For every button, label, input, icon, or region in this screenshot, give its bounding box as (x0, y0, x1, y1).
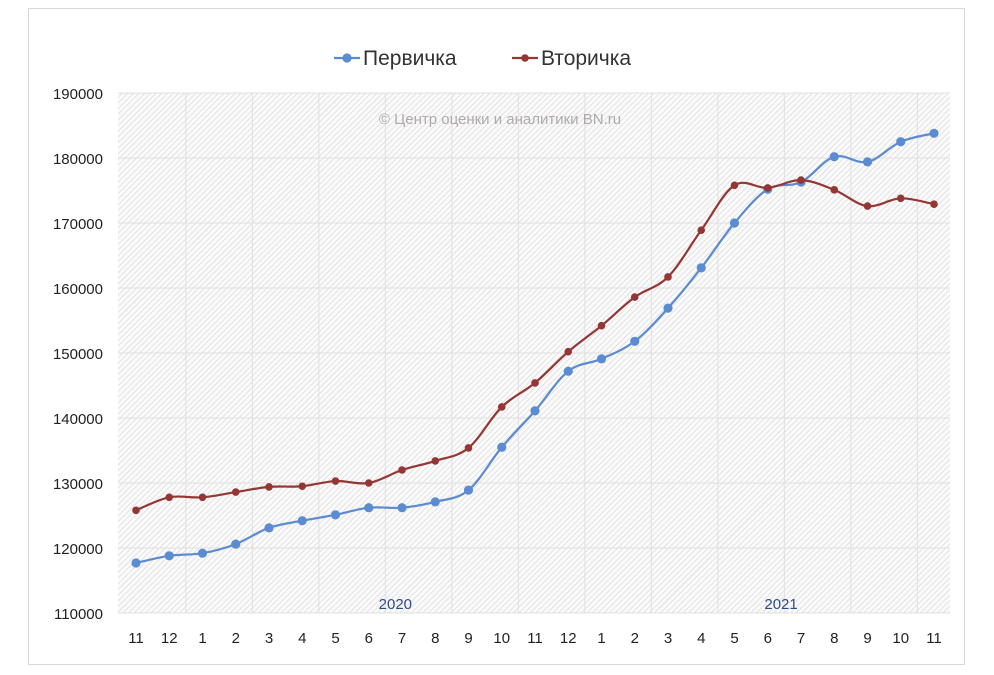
y-tick-label: 110000 (54, 606, 103, 623)
y-tick-label: 190000 (53, 86, 103, 103)
data-point (564, 347, 573, 356)
x-tick-label: 11 (926, 630, 942, 647)
x-tick-label: 12 (161, 630, 178, 647)
x-tick-label: 11 (527, 630, 543, 647)
x-tick-label: 2 (232, 630, 240, 647)
x-tick-label: 10 (493, 630, 510, 647)
legend-marker (342, 53, 352, 63)
data-point (164, 551, 174, 561)
data-point (231, 539, 241, 549)
data-point (829, 152, 839, 162)
data-point (131, 558, 141, 568)
x-tick-label: 4 (697, 630, 705, 647)
data-point (930, 200, 938, 208)
x-tick-label: 7 (797, 630, 805, 647)
year-label: 2020 (379, 596, 412, 613)
x-tick-label: 1 (198, 630, 206, 647)
data-point (530, 406, 540, 416)
y-tick-label: 180000 (53, 151, 103, 168)
data-point (398, 466, 406, 474)
watermark: © Центр оценки и аналитики BN.ru (379, 111, 621, 128)
year-label: 2021 (764, 596, 797, 613)
data-point (664, 273, 672, 281)
x-tick-label: 2 (631, 630, 639, 647)
data-point (763, 184, 772, 192)
data-point (730, 181, 739, 190)
data-point (697, 226, 706, 234)
data-point (696, 263, 706, 273)
x-tick-label: 10 (892, 630, 909, 647)
data-point (364, 479, 373, 487)
x-tick-label: 6 (764, 630, 772, 647)
data-point (330, 510, 341, 520)
chart-frame (28, 8, 965, 665)
x-tick-label: 12 (560, 630, 577, 647)
x-tick-label: 6 (365, 630, 373, 647)
data-point (198, 493, 207, 502)
data-point (231, 488, 240, 496)
x-tick-label: 8 (431, 630, 439, 647)
data-point (862, 157, 873, 167)
data-point (197, 548, 208, 558)
x-tick-label: 5 (730, 630, 738, 647)
data-point (497, 403, 506, 411)
y-tick-label: 150000 (53, 346, 103, 363)
data-point (797, 176, 805, 184)
x-tick-label: 3 (265, 630, 273, 647)
data-point (264, 523, 274, 533)
y-tick-label: 130000 (53, 476, 103, 493)
data-point (630, 336, 640, 346)
x-tick-label: 1 (597, 630, 605, 647)
x-tick-label: 9 (863, 630, 871, 647)
x-tick-label: 8 (830, 630, 838, 647)
x-tick-label: 11 (128, 630, 144, 647)
x-tick-label: 5 (331, 630, 339, 647)
data-point (929, 128, 939, 138)
data-point (863, 202, 872, 210)
data-point (397, 503, 407, 513)
data-point (896, 194, 905, 203)
y-tick-label: 160000 (53, 281, 103, 298)
data-point (297, 516, 307, 526)
data-point (596, 354, 607, 364)
data-point (597, 321, 606, 330)
legend-label: Первичка (363, 47, 457, 70)
data-point (463, 485, 474, 495)
x-tick-label: 7 (398, 630, 406, 647)
y-tick-label: 140000 (53, 411, 103, 428)
data-point (464, 444, 473, 452)
data-point (531, 379, 539, 387)
data-point (663, 303, 673, 313)
data-point (165, 493, 174, 502)
x-tick-label: 9 (464, 630, 472, 647)
y-tick-label: 170000 (53, 216, 103, 233)
y-tick-label: 120000 (53, 541, 103, 558)
legend-marker (521, 54, 529, 62)
data-point (630, 293, 639, 301)
data-point (729, 218, 740, 228)
data-point (298, 482, 307, 491)
data-point (132, 506, 140, 515)
data-point (431, 457, 440, 465)
data-point (830, 186, 839, 194)
x-tick-label: 4 (298, 630, 306, 647)
data-point (497, 442, 507, 452)
data-point (563, 366, 573, 376)
data-point (430, 497, 440, 507)
legend-label: Вторичка (541, 47, 631, 70)
data-point (265, 483, 273, 491)
x-tick-label: 3 (664, 630, 672, 647)
data-point (331, 477, 340, 485)
data-point (896, 137, 906, 147)
data-point (364, 503, 374, 513)
